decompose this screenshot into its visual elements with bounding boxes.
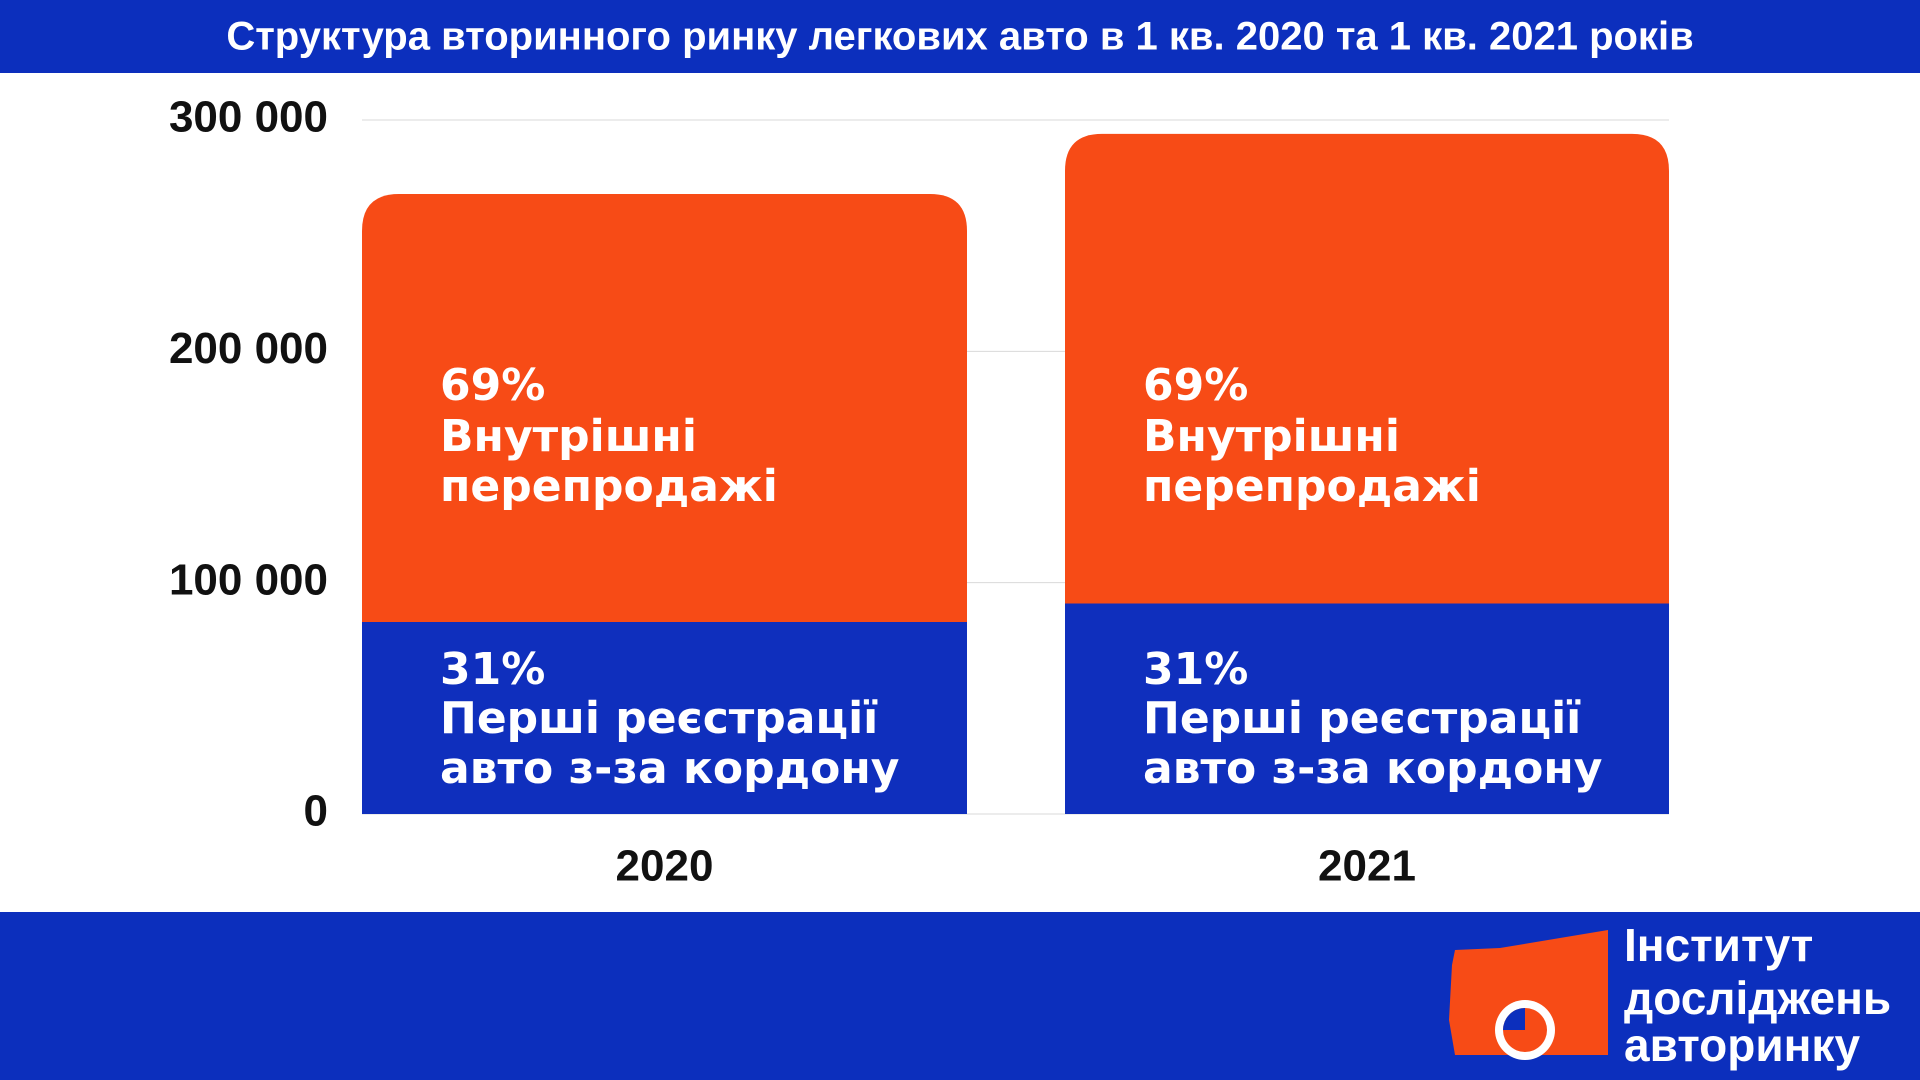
segment-series-label: Внутрішні перепродажі bbox=[1143, 411, 1481, 512]
segment-value-label: 31% bbox=[440, 644, 546, 695]
x-tick-label: 2020 bbox=[616, 842, 714, 891]
segment-value-label: 69% bbox=[440, 360, 546, 411]
y-tick-label: 300 000 bbox=[169, 93, 328, 142]
bar-segment bbox=[1065, 133, 1669, 604]
chart-title: Структура вторинного ринку легкових авто… bbox=[226, 15, 1693, 59]
segment-value-label: 31% bbox=[1143, 644, 1249, 695]
y-tick-label: 200 000 bbox=[169, 324, 328, 373]
segment-series-label: Перші реєстрації авто з-за кордону bbox=[1143, 693, 1603, 794]
logo-text: Інститут bbox=[1624, 919, 1814, 971]
logo-text: авторинку bbox=[1624, 1019, 1861, 1071]
header-bar bbox=[0, 0, 1920, 73]
segment-series-label: Внутрішні перепродажі bbox=[440, 411, 778, 512]
bar-segment bbox=[362, 621, 967, 814]
logo-text: досліджень bbox=[1624, 972, 1892, 1024]
segment-series-label: Перші реєстрації авто з-за кордону bbox=[440, 693, 900, 794]
logo-shape bbox=[1449, 930, 1608, 1055]
bar-segment bbox=[1065, 603, 1669, 814]
y-tick-label: 0 bbox=[304, 787, 328, 836]
bar-segment bbox=[362, 194, 967, 622]
segment-value-label: 69% bbox=[1143, 360, 1249, 411]
y-tick-label: 100 000 bbox=[169, 555, 328, 604]
x-tick-label: 2021 bbox=[1318, 842, 1416, 891]
logo-icon-slice bbox=[1503, 1008, 1525, 1030]
